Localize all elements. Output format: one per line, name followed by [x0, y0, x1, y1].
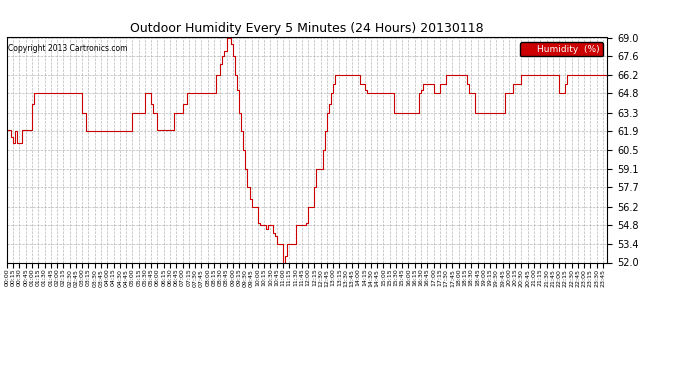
Title: Outdoor Humidity Every 5 Minutes (24 Hours) 20130118: Outdoor Humidity Every 5 Minutes (24 Hou…	[130, 22, 484, 35]
Legend: Humidity  (%): Humidity (%)	[520, 42, 602, 56]
Text: Copyright 2013 Cartronics.com: Copyright 2013 Cartronics.com	[8, 44, 128, 53]
